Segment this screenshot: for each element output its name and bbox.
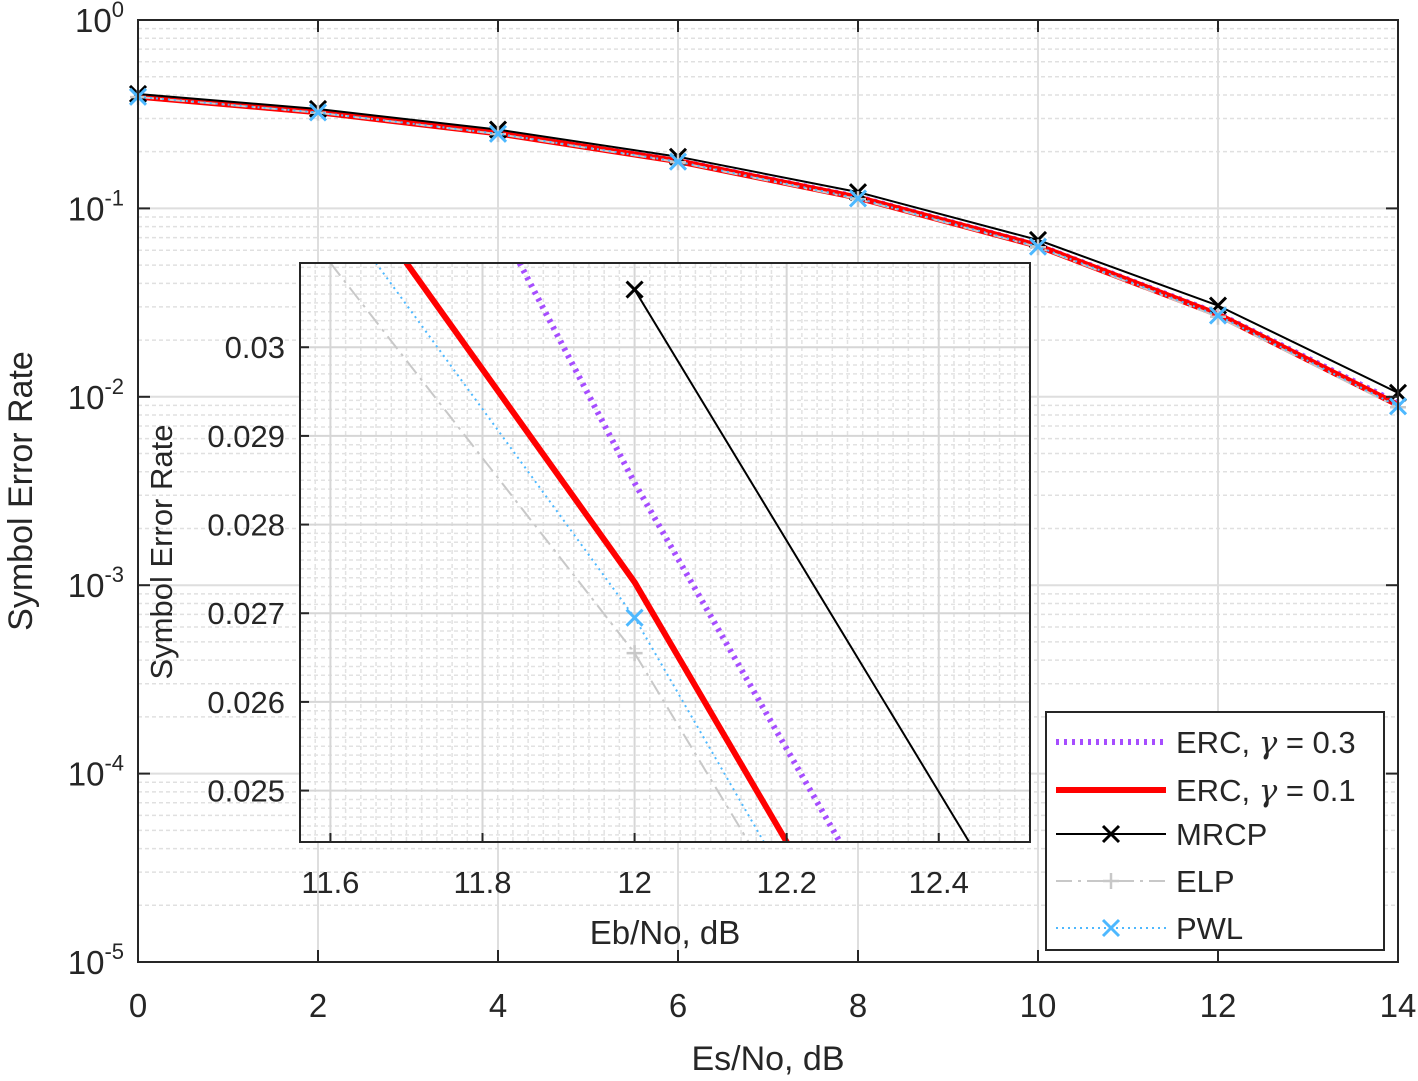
inset-series-0-line	[516, 263, 843, 842]
main-y-axis-label: Symbol Error Rate	[2, 351, 40, 631]
inset-x-tick-label: 11.6	[301, 865, 359, 900]
main-series-2-line	[137, 93, 1399, 394]
main-series-4-point	[488, 124, 508, 143]
x-tick-label: 14	[1380, 987, 1417, 1024]
inset-series-1-line	[403, 263, 790, 842]
legend: ERC, γ = 0.3 ERC, γ = 0.1 MRCP ELP PWL	[1045, 711, 1385, 951]
legend-box	[1045, 711, 1385, 951]
legend-label: MRCP	[1176, 817, 1267, 852]
inset-y-tick-label: 0.026	[207, 685, 285, 720]
inset-x-axis-label: Eb/No, dB	[590, 914, 740, 951]
inset-y-axis-label: Symbol Error Rate	[144, 425, 179, 680]
main-series-4-point	[668, 152, 688, 171]
main-x-axis-label: Es/No, dB	[691, 1040, 844, 1078]
inset-x-tick-label: 11.8	[453, 865, 511, 900]
legend-label: ERC, γ = 0.1	[1176, 773, 1356, 809]
inset-series-2-line	[633, 289, 971, 842]
legend-item: MRCP	[1056, 817, 1267, 852]
legend-item: PWL	[1056, 911, 1243, 946]
inset-ticks: 11.6 11.8 12 12.2 12.4 0.025 0.026 0.027 0.028 0.…	[207, 330, 969, 900]
x-tick-label: 4	[489, 987, 507, 1024]
legend-marker	[1101, 918, 1121, 938]
inset-plot-frame	[299, 262, 1031, 843]
main-series-4-point	[1208, 306, 1228, 325]
main-ticks: 0 2 4 6 8 10 12 14 100 10-1 10-2 10-3 10-4 10-5	[68, 0, 1417, 1024]
legend-item: ELP	[1056, 864, 1235, 899]
main-plot-frame	[137, 19, 1399, 963]
inset-x-tick-label: 12.4	[909, 865, 969, 900]
x-tick-label: 2	[309, 987, 327, 1024]
inset-y-tick-label: 0.029	[207, 419, 285, 454]
inset-series-3-point	[626, 645, 643, 662]
inset-x-tick-label: 12	[617, 865, 651, 900]
inset-y-tick-label: 0.028	[207, 508, 285, 543]
legend-label: ERC, γ = 0.3	[1176, 725, 1356, 761]
inset-y-tick-label: 0.027	[207, 596, 285, 631]
main-series-4-point	[1028, 237, 1048, 256]
inset-series-group	[329, 263, 971, 842]
y-tick-label: 10-1	[68, 185, 124, 227]
legend-label: ELP	[1176, 864, 1235, 899]
x-tick-label: 6	[669, 987, 687, 1024]
y-tick-label: 10-4	[68, 751, 124, 793]
inset-x-tick-label: 12.2	[756, 865, 816, 900]
y-tick-label: 10-2	[68, 374, 124, 416]
y-tick-label: 10-5	[68, 939, 124, 981]
legend-marker	[1101, 824, 1121, 844]
inset-chart: 11.6 11.8 12 12.2 12.4 0.025 0.026 0.027 0.028 0.…	[144, 262, 1031, 951]
inset-series-3-line	[329, 263, 750, 842]
legend-marker	[1103, 873, 1119, 889]
inset-y-tick-label: 0.025	[207, 774, 285, 809]
main-series-4-point	[848, 189, 868, 208]
x-tick-label: 10	[1020, 987, 1057, 1024]
inset-y-tick-label: 0.03	[225, 330, 285, 365]
inset-series-4-point	[625, 608, 644, 627]
legend-item: ERC, γ = 0.3	[1056, 725, 1356, 761]
inset-series-2-point	[625, 280, 644, 299]
x-tick-label: 12	[1200, 987, 1237, 1024]
main-series-4-point	[308, 103, 328, 122]
main-series-4-line	[137, 95, 1399, 408]
x-tick-label: 0	[129, 987, 147, 1024]
legend-item: ERC, γ = 0.1	[1056, 773, 1356, 809]
y-tick-label: 10-3	[68, 562, 124, 604]
y-tick-label: 100	[75, 0, 124, 39]
legend-label: PWL	[1176, 911, 1243, 946]
x-tick-label: 8	[849, 987, 867, 1024]
